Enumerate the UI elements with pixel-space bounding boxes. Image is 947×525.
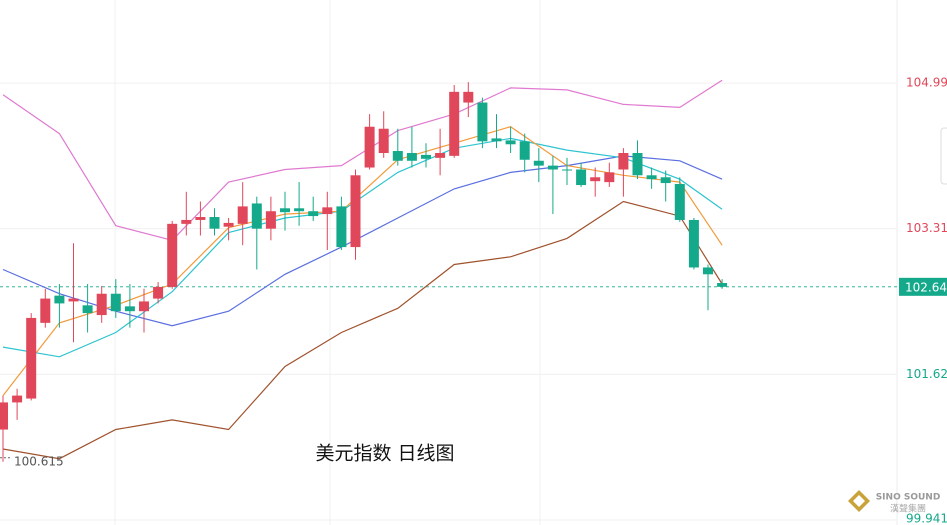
chart-title: 美元指数 日线图 [315,443,454,465]
candle-body [533,160,544,166]
candle-body [491,138,502,142]
candle-body [181,219,192,224]
candle-body [110,293,121,312]
candle-body [96,293,107,316]
candle-body [590,177,601,182]
brand-logo: SINO SOUND 漢聲集團 [848,490,940,515]
candle-body [576,169,587,186]
candle-body [153,286,164,299]
last-price-label: 102.64 [905,280,947,294]
overlay-line [2,137,723,358]
candle-body [674,184,685,220]
candle-body [209,217,220,229]
candle-body [435,153,446,158]
candle-body [632,153,643,176]
candle-body [421,154,431,159]
candle-body [336,206,347,248]
overlay-line [2,126,723,396]
logo-inner [853,495,865,507]
candle-body [505,140,516,145]
candle-body [68,298,79,302]
candle-body [604,172,615,183]
candle-body [251,203,262,229]
candle-body [463,91,474,103]
candle-body [124,306,135,312]
y-axis: 99.941 101.627 102.64 103.313 104.998 100.615 [0,76,947,525]
candle-body [82,305,93,314]
candle-body [54,295,65,304]
candle-body [26,317,37,399]
y-tick-label: 104.998 [906,76,947,90]
candles [0,82,728,462]
candle-body [294,208,305,212]
scrollbar [940,127,947,185]
candle-body [562,169,572,171]
grid [0,82,897,521]
y-tick-label: 99.941 [906,512,947,525]
candle-body [195,217,206,220]
candle-body [223,222,234,227]
candle-body [392,151,403,161]
overlay-line [2,79,723,241]
candle-body [139,301,149,312]
y-tick-label: 101.627 [906,367,947,381]
candle-body [406,153,417,161]
candle-body [449,91,460,156]
candle-body [40,298,51,323]
candle-body [322,207,333,215]
y-tick-label: 103.313 [906,221,947,235]
candle-body [364,126,375,168]
candle-body [350,175,361,248]
candle-body [660,177,671,184]
candle-body [618,153,629,170]
candle-body [703,267,713,275]
low-marker-label: 100.615 [14,454,64,468]
candle-body [477,102,488,142]
brand-sub: 漢聲集團 [890,503,926,515]
candle-body [688,219,699,268]
candle-body [0,402,8,430]
candle-body [547,165,558,170]
candle-body [308,211,319,217]
candle-body [378,128,389,154]
candle-body [280,208,290,213]
candle-body [265,211,276,229]
overlay-line [2,200,723,460]
overlay-lines [2,79,723,460]
candle-body [519,141,530,160]
candle-body [646,175,657,180]
candle-body [12,395,23,403]
brand-name: SINO SOUND [876,493,941,503]
candle-body [237,206,248,224]
overlay-line [2,155,723,327]
candle-body [167,223,178,287]
last-price-box [899,277,947,296]
candle-body [717,283,728,287]
